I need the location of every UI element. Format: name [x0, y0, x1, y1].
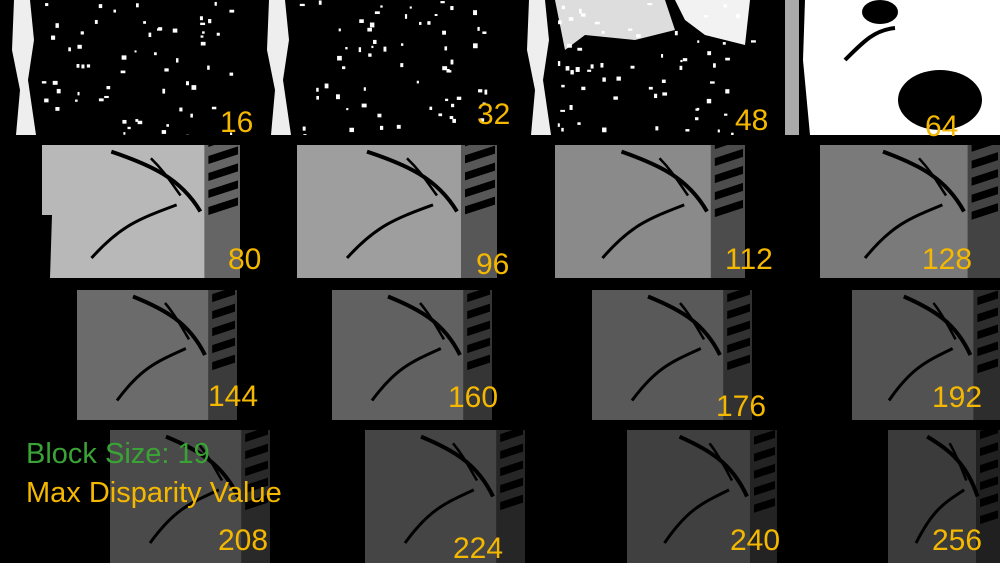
- disparity-value-label: 64: [925, 110, 959, 143]
- disparity-value-label: 160: [448, 381, 499, 414]
- disparity-map-image: [820, 145, 1000, 278]
- disparity-map-image: [555, 145, 745, 278]
- disparity-value-label: 112: [725, 243, 773, 276]
- disparity-value-label: 32: [477, 98, 511, 131]
- disparity-value-label: 16: [220, 106, 254, 139]
- disparity-map-image: [332, 290, 492, 420]
- disparity-value-label: 224: [453, 532, 504, 563]
- disparity-map-image: [110, 430, 270, 563]
- disparity-map-image: [297, 145, 497, 278]
- disparity-value-label: 208: [218, 524, 269, 557]
- disparity-map-image: [785, 0, 1000, 135]
- disparity-map-image: [592, 290, 752, 420]
- disparity-value-label: 256: [932, 524, 983, 557]
- disparity-value-label: 96: [476, 248, 510, 281]
- disparity-map-image: [852, 290, 1000, 420]
- disparity-map-image: [42, 145, 240, 278]
- disparity-map-image: [888, 430, 1000, 563]
- max-disparity-legend: Max Disparity Value: [26, 477, 282, 509]
- disparity-map-image: [10, 0, 255, 135]
- disparity-map-image: [77, 290, 237, 420]
- disparity-value-label: 128: [922, 243, 973, 276]
- block-size-legend: Block Size: 19: [26, 438, 210, 470]
- disparity-value-label: 240: [730, 524, 781, 557]
- disparity-value-label: 48: [735, 104, 769, 137]
- disparity-value-label: 80: [228, 243, 262, 276]
- disparity-value-label: 192: [932, 381, 983, 414]
- disparity-map-image: [265, 0, 510, 135]
- disparity-value-label: 176: [716, 390, 767, 423]
- disparity-map-image: [627, 430, 777, 563]
- disparity-map-image: [525, 0, 775, 135]
- disparity-map-image: [365, 430, 525, 563]
- disparity-value-label: 144: [208, 380, 259, 413]
